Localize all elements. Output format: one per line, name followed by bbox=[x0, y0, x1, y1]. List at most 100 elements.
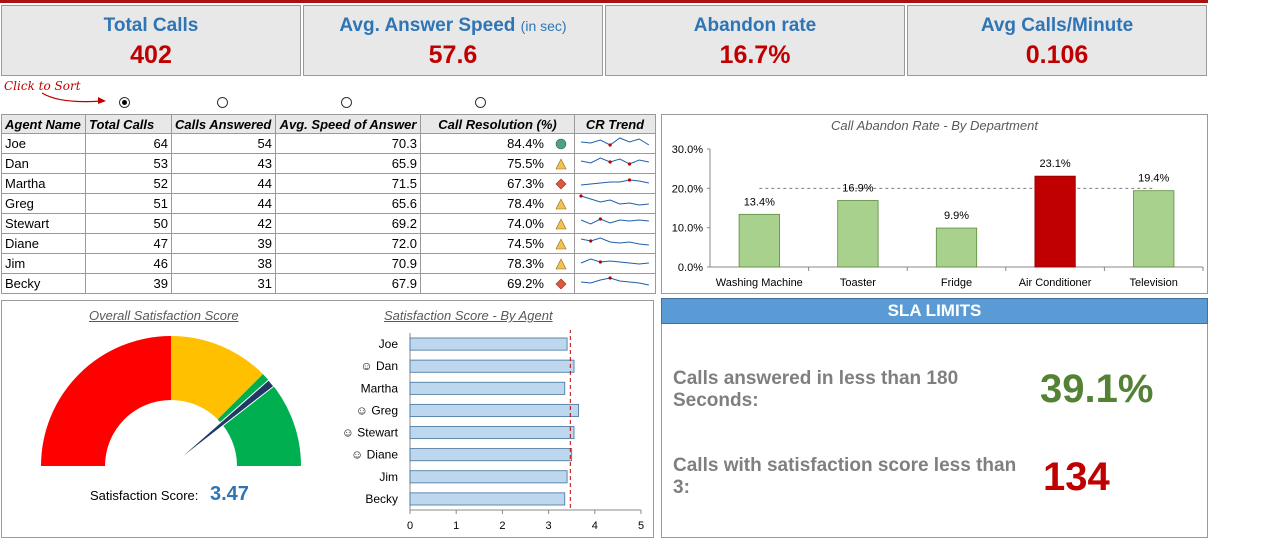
sparkline-marker bbox=[608, 143, 612, 147]
sparkline-marker bbox=[589, 239, 593, 243]
cell-call-resolution: 84.4% bbox=[420, 133, 575, 154]
bar-value-label: 16.9% bbox=[842, 183, 873, 195]
bar bbox=[409, 381, 566, 395]
cell-calls-answered: 39 bbox=[171, 233, 276, 254]
sort-radio-calls-answered[interactable] bbox=[217, 97, 228, 108]
status-warning-icon bbox=[555, 218, 567, 230]
resolution-value: 74.5% bbox=[507, 236, 544, 251]
cell-agent-name: Jim bbox=[1, 253, 86, 274]
header-agent-name: Agent Name bbox=[1, 114, 86, 134]
bar bbox=[409, 448, 573, 462]
cell-avg-speed: 70.9 bbox=[275, 253, 421, 274]
kpi-card-answer-speed: Avg. Answer Speed (in sec) 57.6 bbox=[303, 5, 603, 76]
status-warning-shape bbox=[555, 238, 567, 250]
header-cr-trend: CR Trend bbox=[574, 114, 656, 134]
status-warning-shape bbox=[555, 198, 567, 210]
kpi-value: 57.6 bbox=[428, 41, 478, 69]
category-label: Air Conditioner bbox=[1019, 277, 1092, 289]
kpi-sublabel: (in sec) bbox=[520, 18, 567, 34]
cell-cr-trend bbox=[574, 193, 656, 214]
bar bbox=[409, 470, 568, 484]
agent-label: ☺ Diane bbox=[351, 448, 398, 462]
sparkline-line bbox=[580, 258, 649, 265]
sla-label-answered: Calls answered in less than 180 Seconds: bbox=[673, 368, 959, 411]
y-tick-label: 20.0% bbox=[672, 183, 703, 195]
cell-agent-name: Dan bbox=[1, 153, 86, 174]
abandon-chart-title: Call Abandon Rate - By Department bbox=[831, 118, 1038, 133]
resolution-value: 84.4% bbox=[507, 136, 544, 151]
cell-total-calls: 46 bbox=[85, 253, 172, 274]
sparkline-marker bbox=[627, 178, 632, 182]
agent-label: Becky bbox=[365, 492, 398, 506]
sparkline-marker bbox=[608, 160, 612, 164]
cr-trend-sparkline bbox=[580, 217, 649, 225]
cell-call-resolution: 74.5% bbox=[420, 233, 575, 254]
cell-total-calls: 50 bbox=[85, 213, 172, 234]
sparkline-marker bbox=[627, 162, 632, 166]
status-bad-shape bbox=[555, 278, 567, 290]
cell-agent-name: Stewart bbox=[1, 213, 86, 234]
table-row: Jim 46 38 70.9 78.3% bbox=[1, 253, 656, 274]
status-bad-icon bbox=[555, 278, 567, 290]
header-call-resolution: Call Resolution (%) bbox=[420, 114, 575, 134]
category-label: Toaster bbox=[840, 277, 876, 289]
table-row: Greg 51 44 65.6 78.4% bbox=[1, 193, 656, 214]
x-tick-label: 3 bbox=[546, 520, 552, 532]
cell-agent-name: Martha bbox=[1, 173, 86, 194]
gauge-needle bbox=[170, 379, 275, 467]
bar-value-label: 13.4% bbox=[744, 196, 775, 208]
sparkline-marker bbox=[608, 276, 612, 280]
sparkline-line bbox=[580, 218, 649, 225]
x-tick-label: 0 bbox=[407, 520, 413, 532]
bar bbox=[409, 359, 575, 373]
resolution-value: 78.3% bbox=[507, 256, 544, 271]
status-warning-shape bbox=[555, 218, 567, 230]
agent-label: ☺ Dan bbox=[360, 359, 398, 373]
sparkline-line bbox=[580, 237, 649, 246]
sort-radio-call-resolution[interactable] bbox=[475, 97, 486, 108]
bar bbox=[409, 337, 568, 351]
cell-calls-answered: 54 bbox=[171, 133, 276, 154]
agent-label: Martha bbox=[361, 381, 399, 395]
cell-calls-answered: 31 bbox=[171, 273, 276, 294]
bar-value-label: 19.4% bbox=[1138, 173, 1169, 185]
bar bbox=[409, 426, 575, 440]
sparkline-marker bbox=[598, 260, 602, 264]
cell-total-calls: 51 bbox=[85, 193, 172, 214]
sort-radio-total-calls[interactable] bbox=[119, 97, 130, 108]
x-tick-label: 1 bbox=[453, 520, 459, 532]
bar-value-label: 9.9% bbox=[944, 210, 969, 222]
kpi-label: Total Calls bbox=[103, 15, 199, 36]
y-tick-label: 10.0% bbox=[672, 223, 703, 235]
gauge-band bbox=[41, 336, 171, 466]
cell-avg-speed: 69.2 bbox=[275, 213, 421, 234]
sort-radio-avg-speed[interactable] bbox=[341, 97, 352, 108]
cell-cr-trend bbox=[574, 253, 656, 274]
cell-total-calls: 39 bbox=[85, 273, 172, 294]
category-label: Fridge bbox=[941, 277, 972, 289]
cell-calls-answered: 42 bbox=[171, 213, 276, 234]
header-calls-answered: Calls Answered bbox=[171, 114, 276, 134]
table-row: Diane 47 39 72.0 74.5% bbox=[1, 233, 656, 254]
cell-cr-trend bbox=[574, 233, 656, 254]
table-row: Martha 52 44 71.5 67.3% bbox=[1, 173, 656, 194]
sla-label-low-satisfaction: Calls with satisfaction score less than … bbox=[673, 455, 1017, 498]
cell-call-resolution: 69.2% bbox=[420, 273, 575, 294]
cell-calls-answered: 38 bbox=[171, 253, 276, 274]
agent-label: Joe bbox=[379, 337, 399, 351]
resolution-value: 74.0% bbox=[507, 216, 544, 231]
table-row: Dan 53 43 65.9 75.5% bbox=[1, 153, 656, 174]
cell-calls-answered: 44 bbox=[171, 193, 276, 214]
cell-call-resolution: 67.3% bbox=[420, 173, 575, 194]
sla-panel bbox=[661, 298, 1208, 538]
cell-avg-speed: 67.9 bbox=[275, 273, 421, 294]
resolution-value: 78.4% bbox=[507, 196, 544, 211]
cell-avg-speed: 71.5 bbox=[275, 173, 421, 194]
satisfaction-score-value: 3.47 bbox=[210, 483, 249, 505]
bar bbox=[1133, 190, 1175, 268]
sla-title: SLA LIMITS bbox=[661, 298, 1208, 324]
status-warning-shape bbox=[555, 258, 567, 270]
sparkline-line bbox=[580, 137, 650, 146]
agent-satisfaction-title: Satisfaction Score - By Agent bbox=[384, 308, 553, 323]
top-accent-bar bbox=[0, 0, 1208, 3]
